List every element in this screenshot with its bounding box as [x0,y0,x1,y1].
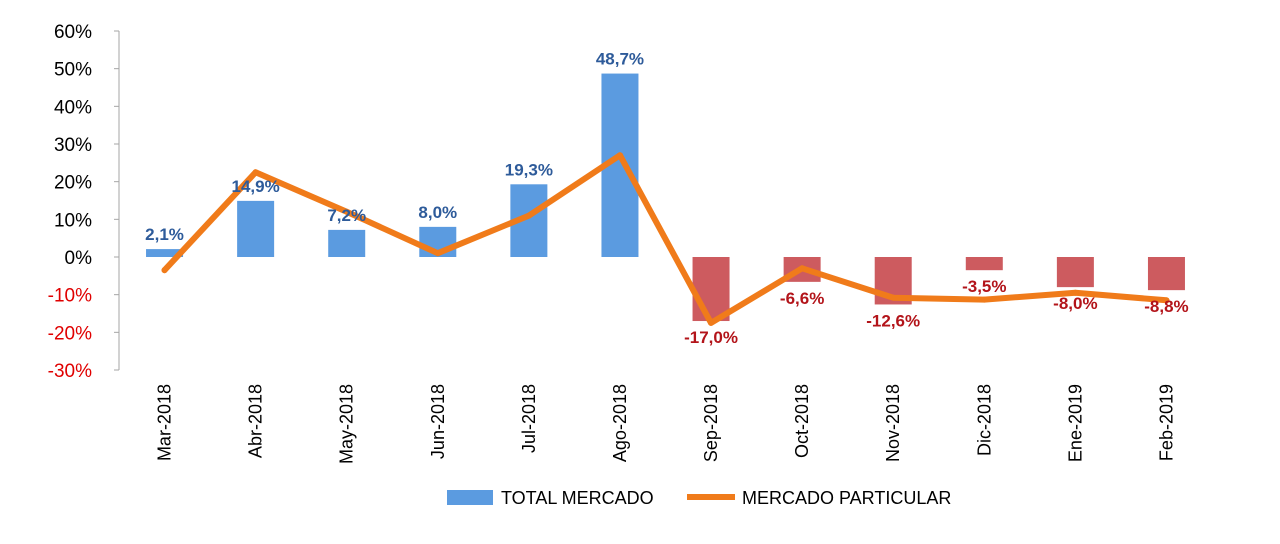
x-tick-label: Nov-2018 [883,384,903,462]
bar-data-label: 2,1% [145,225,184,244]
x-tick-label: Abr-2018 [246,384,266,458]
y-tick-label: 0% [65,248,93,269]
line-point [434,250,441,257]
line-point [252,169,259,176]
x-tick-label: Mar-2018 [155,384,175,461]
line-mercado-particular [161,152,1170,326]
x-tick-label: May-2018 [337,384,357,464]
line-point [1072,289,1079,296]
legend-label-total-mercado: TOTAL MERCADO [501,488,654,508]
line-point [616,152,623,159]
x-tick-label: Jul-2018 [519,384,539,453]
y-tick-label: -30% [48,361,92,382]
y-tick-label: 50% [54,60,92,81]
bar-data-label: -8,0% [1053,294,1097,313]
bar-ene-2019 [1056,257,1094,288]
x-tick-label: Feb-2019 [1156,384,1176,461]
line-point [161,267,168,274]
bar-mar-2018 [146,249,184,257]
bar-sep-2018 [692,257,730,322]
y-tick-label: 40% [54,97,92,118]
line-point [890,294,897,301]
line-series-mercado-particular [161,152,1170,326]
line-point [525,212,532,219]
bar-data-label: 48,7% [596,50,644,69]
legend-swatch-total-mercado [447,490,493,505]
line-point [981,296,988,303]
y-axis: 60% 50% 40% 30% 20% 10% 0% -10% -20% -30% [48,22,120,382]
y-tick-label: 30% [54,135,92,156]
bar-data-label: -12,6% [866,311,920,330]
legend-label-mercado-particular: MERCADO PARTICULAR [742,488,951,508]
bar-data-label: 19,3% [505,160,553,179]
bar-may-2018 [328,229,366,257]
bar-data-label: 8,0% [418,203,457,222]
bar-data-label: 14,9% [232,177,280,196]
y-tick-label: 60% [54,22,92,43]
line-point [708,319,715,326]
x-tick-label: Oct-2018 [792,384,812,458]
legend: TOTAL MERCADO MERCADO PARTICULAR [447,488,951,508]
x-tick-label: Ene-2019 [1065,384,1085,462]
line-point [799,265,806,272]
x-axis: Mar-2018 Abr-2018 May-2018 Jun-2018 Jul-2018… [155,384,1177,464]
line-point [1163,297,1170,304]
y-tick-label: -20% [48,323,92,344]
bar-data-label: -17,0% [684,328,738,347]
bar-series-total-mercado [146,73,1185,322]
bar-data-label: 7,2% [327,206,366,225]
x-tick-label: Ago-2018 [610,384,630,462]
bar-data-label: -3,5% [962,277,1006,296]
bar-data-labels: 2,1% 14,9% 7,2% 8,0% 19,3% 48,7% -17,0% -6,6% -1… [145,50,1189,347]
x-tick-label: Dic-2018 [974,384,994,456]
y-tick-label: 10% [54,210,92,231]
bar-abr-2018 [237,200,275,257]
bar-data-label: -8,8% [1144,297,1188,316]
x-tick-label: Jun-2018 [428,384,448,459]
bar-data-label: -6,6% [780,289,824,308]
x-tick-label: Sep-2018 [701,384,721,462]
line-point [343,208,350,215]
bar-feb-2019 [1147,257,1185,291]
y-tick-label: -10% [48,286,92,307]
bar-dic-2018 [965,257,1003,271]
y-tick-label: 20% [54,173,92,194]
